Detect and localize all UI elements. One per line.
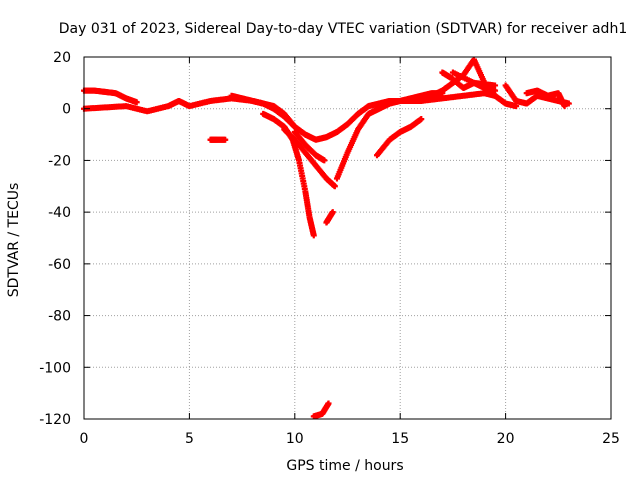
y-tick-label: -20 [48, 153, 71, 169]
series-track-7 [323, 209, 336, 226]
y-tick-label: -80 [48, 309, 71, 325]
data-point [565, 100, 572, 107]
y-tick-label: -100 [39, 360, 71, 376]
data-point [492, 82, 499, 89]
y-axis-label: SDTVAR / TECUs [6, 183, 22, 298]
tick-labels: 0 5 10 15 20 25 -120 -100 -80 -60 -40 -20 0 20 [39, 50, 620, 447]
x-axis-label: GPS time / hours [286, 458, 403, 474]
series-track-15 [449, 69, 499, 89]
data-point [325, 400, 332, 407]
data-point [321, 157, 328, 164]
y-tick-label: -40 [48, 205, 71, 221]
axis-ticks [83, 56, 612, 420]
grid-lines [84, 57, 611, 419]
x-tick-label: 10 [286, 431, 304, 447]
chart-title: Day 031 of 2023, Sidereal Day-to-day VTE… [59, 21, 627, 37]
y-tick-label: -120 [39, 412, 71, 428]
y-tick-label: 0 [62, 102, 71, 118]
series-track-1 [81, 87, 140, 106]
series-track-12 [407, 56, 477, 104]
x-tick-label: 15 [391, 431, 409, 447]
series-track-10 [333, 90, 499, 182]
data-point [329, 209, 336, 216]
data-point [418, 116, 425, 123]
plot-frame [83, 56, 612, 420]
data-point [222, 136, 229, 143]
series-track-8 [310, 400, 332, 420]
y-tick-label: -60 [48, 257, 71, 273]
plot-area [81, 56, 572, 420]
series-track-9 [207, 136, 229, 143]
data-point [561, 103, 568, 110]
data-point [331, 183, 338, 190]
x-tick-label: 25 [602, 431, 620, 447]
x-tick-label: 20 [497, 431, 515, 447]
series-track-6 [291, 128, 328, 164]
data-point [310, 232, 317, 239]
y-tick-label: 20 [53, 50, 71, 66]
x-tick-label: 5 [185, 431, 194, 447]
series-track-5 [281, 126, 338, 190]
data-point [133, 99, 140, 106]
series-track-17 [523, 87, 568, 110]
series-track-11 [374, 116, 425, 159]
x-tick-label: 0 [80, 431, 89, 447]
series-track-3 [228, 90, 446, 143]
